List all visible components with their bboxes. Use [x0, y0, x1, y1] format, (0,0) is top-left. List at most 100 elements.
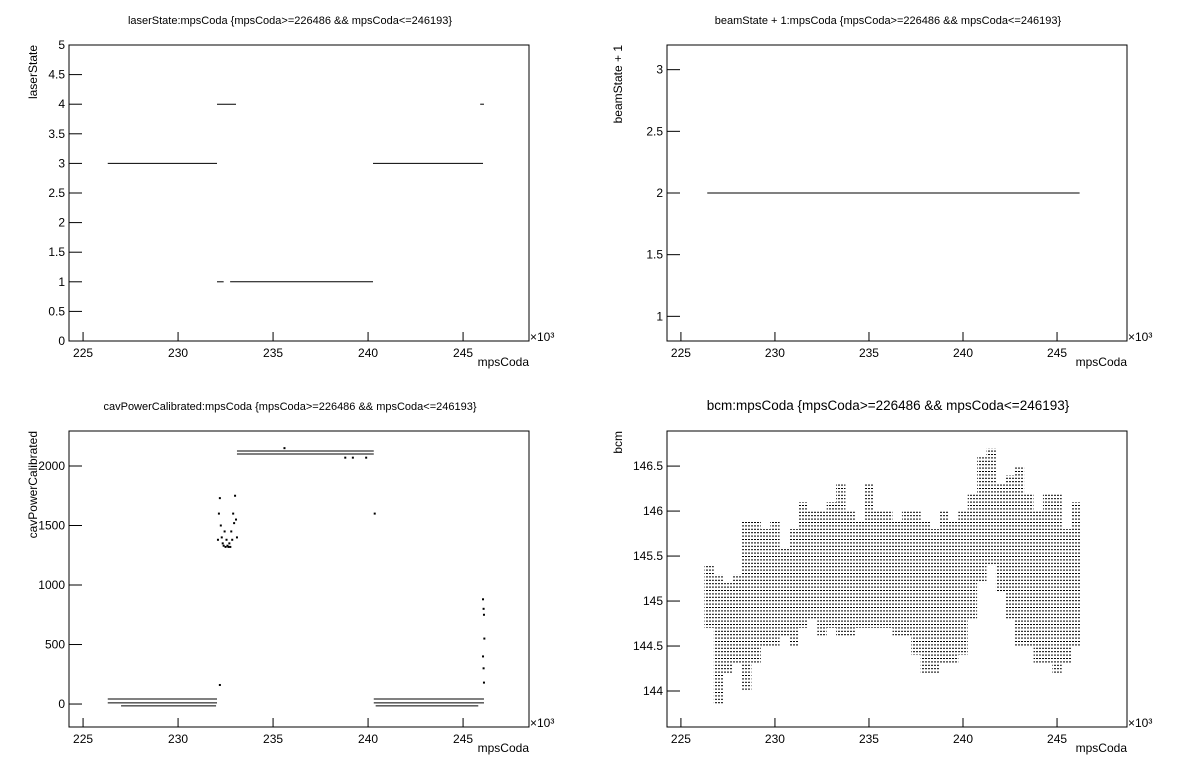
x-tick-label: 240: [358, 346, 378, 360]
data-point: [228, 542, 231, 545]
x-tick-label: 225: [671, 346, 691, 360]
x-tick-label: 240: [358, 732, 378, 746]
y-tick-label: 146.5: [633, 459, 663, 473]
x-multiplier: ×10³: [530, 330, 554, 344]
x-tick-label: 225: [73, 732, 93, 746]
chart-panel: beamState + 1:mpsCoda {mpsCoda>=226486 &…: [611, 15, 1152, 369]
data-point: [231, 538, 234, 541]
x-multiplier: ×10³: [1128, 330, 1152, 344]
data-band: [892, 520, 902, 638]
y-tick-label: 1.5: [48, 245, 65, 259]
x-tick-label: 245: [1047, 346, 1067, 360]
x-tick-label: 225: [671, 732, 691, 746]
y-tick-label: 0: [58, 697, 65, 711]
y-tick-label: 145.5: [633, 549, 663, 563]
x-tick-label: 245: [1047, 732, 1067, 746]
y-tick-label: 3: [58, 156, 65, 170]
data-band: [977, 457, 987, 584]
x-tick-label: 235: [859, 732, 879, 746]
data-point: [344, 456, 347, 459]
data-point: [218, 497, 221, 500]
x-axis-label: mpsCoda: [478, 355, 530, 369]
y-tick-label: 5: [58, 38, 65, 52]
chart-title: laserState:mpsCoda {mpsCoda>=226486 && m…: [128, 15, 452, 27]
y-tick-label: 1: [656, 309, 663, 323]
data-band: [760, 529, 771, 647]
data-band: [854, 520, 865, 629]
x-tick-label: 230: [168, 732, 188, 746]
y-axis-label: beamState + 1: [611, 45, 625, 124]
data-band: [995, 484, 1006, 593]
x-tick-label: 235: [263, 346, 283, 360]
data-point: [235, 536, 238, 539]
data-point: [218, 683, 221, 686]
data-band: [911, 511, 921, 656]
data-band: [1042, 493, 1053, 665]
data-point: [219, 524, 222, 527]
data-band: [920, 520, 931, 674]
x-tick-label: 225: [73, 346, 93, 360]
data-point: [222, 544, 225, 547]
data-band: [845, 511, 855, 638]
x-tick-label: 240: [953, 732, 973, 746]
y-tick-label: 500: [45, 638, 65, 652]
data-band: [789, 529, 799, 647]
y-tick-label: 0.5: [48, 304, 65, 318]
data-point: [229, 545, 232, 548]
data-band: [713, 574, 724, 705]
data-point: [230, 530, 233, 533]
data-band: [704, 565, 714, 629]
x-multiplier: ×10³: [1128, 716, 1152, 730]
y-tick-label: 4.5: [48, 68, 65, 82]
y-tick-label: 144.5: [633, 639, 663, 653]
y-tick-label: 3: [656, 63, 663, 77]
data-point: [482, 607, 485, 610]
data-band: [1014, 466, 1025, 647]
data-band: [1052, 493, 1062, 674]
data-point: [235, 518, 238, 521]
data-point: [216, 538, 219, 541]
plot-frame: [68, 44, 530, 342]
data-band: [986, 448, 996, 566]
x-tick-label: 235: [263, 732, 283, 746]
x-axis-label: mpsCoda: [1076, 355, 1128, 369]
data-band: [873, 511, 884, 629]
data-band: [751, 520, 761, 665]
data-point: [482, 598, 485, 601]
data-band: [883, 511, 893, 629]
data-band: [798, 502, 808, 629]
data-band: [930, 529, 940, 674]
data-band: [779, 547, 790, 638]
data-point: [482, 667, 485, 670]
y-tick-label: 1500: [38, 519, 65, 533]
data-band: [939, 511, 949, 665]
y-axis-label: laserState: [26, 45, 40, 99]
data-band: [817, 511, 827, 638]
x-tick-label: 245: [453, 346, 473, 360]
y-tick-label: 2000: [38, 459, 65, 473]
y-tick-label: 2.5: [646, 124, 663, 138]
data-point: [283, 447, 286, 450]
data-point: [224, 545, 227, 548]
y-axis-label: cavPowerCalibrated: [26, 431, 40, 538]
data-point: [227, 545, 230, 548]
y-tick-label: 0: [58, 334, 65, 348]
data-band: [1061, 529, 1072, 665]
chart-panel: bcm:mpsCoda {mpsCoda>=226486 && mpsCoda<…: [611, 398, 1152, 755]
y-tick-label: 2: [656, 186, 663, 200]
plot-frame: [68, 430, 530, 728]
y-tick-label: 1: [58, 275, 65, 289]
y-tick-label: 2.5: [48, 186, 65, 200]
x-tick-label: 240: [953, 346, 973, 360]
chart-panel: cavPowerCalibrated:mpsCoda {mpsCoda>=226…: [26, 401, 554, 755]
data-point: [234, 494, 237, 497]
data-band: [864, 484, 874, 629]
y-tick-label: 1000: [38, 578, 65, 592]
data-band: [1005, 475, 1015, 620]
data-point: [232, 512, 235, 515]
y-tick-label: 144: [643, 684, 663, 698]
x-axis-label: mpsCoda: [1076, 741, 1128, 755]
y-tick-label: 2: [58, 216, 65, 230]
y-tick-label: 145: [643, 594, 663, 608]
